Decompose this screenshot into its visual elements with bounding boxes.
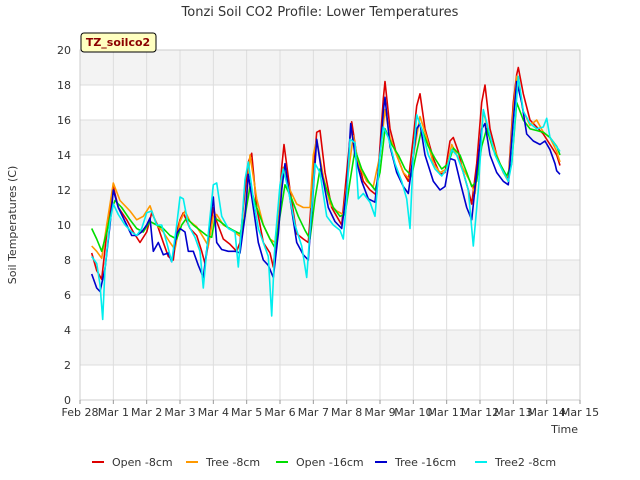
y-tick-label: 4 [64, 324, 71, 337]
series-line [91, 75, 561, 321]
x-tick-label: Mar 4 [198, 406, 229, 419]
x-tick-label: Mar 14 [528, 406, 566, 419]
y-tick-label: 16 [57, 114, 71, 127]
x-axis-ticks: Feb 28 Mar 1 Mar 2 Mar 3 Mar 4 Mar 5 Mar 6 Mar … [62, 400, 599, 419]
legend-label: Tree -16cm [394, 456, 456, 469]
background-band [80, 85, 580, 120]
y-tick-label: 0 [64, 394, 71, 407]
background-band [80, 120, 580, 155]
x-tick-label: Mar 10 [394, 406, 432, 419]
x-tick-label: Mar 6 [264, 406, 295, 419]
background-band [80, 330, 580, 365]
legend-label: Open -16cm [296, 456, 364, 469]
x-tick-label: Mar 13 [494, 406, 532, 419]
y-tick-label: 2 [64, 359, 71, 372]
x-tick-label: Mar 9 [364, 406, 395, 419]
x-tick-label: Mar 7 [298, 406, 329, 419]
legend-label: Tree -8cm [205, 456, 260, 469]
y-tick-label: 10 [57, 219, 71, 232]
background-band [80, 50, 580, 85]
y-tick-label: 14 [57, 149, 71, 162]
background-band [80, 365, 580, 400]
x-tick-label: Mar 5 [231, 406, 262, 419]
site-badge-label: TZ_soilco2 [86, 36, 150, 49]
x-tick-label: Mar 2 [131, 406, 162, 419]
site-badge: TZ_soilco2 [80, 32, 157, 53]
legend: Open -8cm Tree -8cm Open -16cm Tree -16cm Tr… [92, 456, 556, 469]
y-axis-title: Soil Temperatures (C) [6, 166, 19, 285]
y-tick-label: 20 [57, 44, 71, 57]
legend-label: Tree2 -8cm [494, 456, 556, 469]
x-tick-label: Mar 1 [98, 406, 129, 419]
background-band [80, 260, 580, 295]
plot-area-frame [79, 49, 581, 401]
x-tick-label: Mar 11 [428, 406, 466, 419]
legend-label: Open -8cm [112, 456, 173, 469]
y-tick-label: 6 [64, 289, 71, 302]
x-axis-title: Time [550, 423, 578, 436]
site-badge-box [80, 32, 157, 53]
background-band [80, 295, 580, 330]
x-tick-label: Mar 12 [461, 406, 499, 419]
y-axis-ticks: 0 2 4 6 8 10 12 14 16 18 20 [57, 44, 71, 407]
y-tick-label: 12 [57, 184, 71, 197]
background-band [80, 225, 580, 260]
x-tick-label: Mar 8 [331, 406, 362, 419]
x-tick-label: Mar 3 [164, 406, 195, 419]
data-series [90, 66, 561, 321]
y-tick-label: 8 [64, 254, 71, 267]
x-tick-label: Feb 28 [62, 406, 99, 419]
chart-title: Tonzi Soil CO2 Profile: Lower Temperatur… [181, 5, 459, 20]
y-tick-label: 18 [57, 79, 71, 92]
x-tick-label: Mar 15 [561, 406, 599, 419]
